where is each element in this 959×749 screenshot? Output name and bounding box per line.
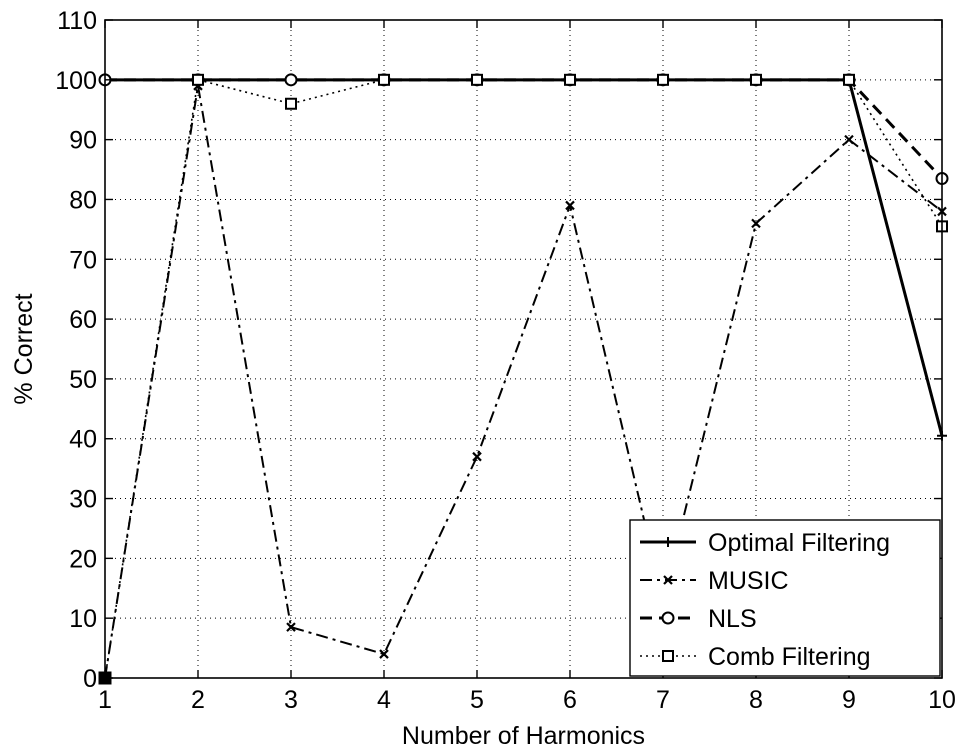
marker-stroke bbox=[472, 451, 482, 462]
legend-box bbox=[629, 519, 941, 677]
marker-stroke bbox=[751, 218, 761, 229]
data-point bbox=[286, 622, 296, 632]
data-point bbox=[378, 73, 390, 86]
y-tick-label: 90 bbox=[69, 127, 97, 155]
data-point bbox=[750, 73, 762, 86]
legend-marker bbox=[663, 537, 673, 547]
x-tick-label: 10 bbox=[928, 686, 956, 714]
data-point bbox=[472, 451, 482, 462]
y-tick-label: 20 bbox=[69, 545, 97, 573]
y-tick-label: 70 bbox=[69, 246, 97, 274]
data-point bbox=[564, 73, 576, 86]
marker-stroke bbox=[663, 575, 673, 585]
x-tick-label: 4 bbox=[377, 686, 391, 714]
y-tick-label: 0 bbox=[83, 665, 97, 693]
data-point bbox=[471, 73, 483, 86]
series-line bbox=[104, 79, 943, 679]
legend-marker bbox=[663, 575, 673, 585]
series-comb-filtering bbox=[98, 73, 948, 685]
legend-marker bbox=[661, 611, 675, 625]
data-point bbox=[379, 649, 389, 659]
y-tick-label: 110 bbox=[57, 7, 97, 35]
x-tick-label: 6 bbox=[563, 686, 577, 714]
y-tick-labels: 0 10 20 30 40 50 60 70 80 90 100 110 bbox=[55, 7, 97, 693]
data-point bbox=[285, 97, 297, 110]
legend-label: Comb Filtering bbox=[708, 643, 871, 671]
x-axis-label: Number of Harmonics bbox=[402, 722, 645, 749]
data-point bbox=[284, 73, 298, 87]
y-tick-label: 100 bbox=[55, 67, 97, 95]
legend-label: NLS bbox=[708, 605, 757, 633]
legend-label: MUSIC bbox=[708, 567, 789, 595]
marker-stroke bbox=[286, 622, 296, 632]
data-point bbox=[565, 200, 575, 211]
y-tick-label: 50 bbox=[69, 366, 97, 394]
y-axis-label: % Correct bbox=[10, 293, 38, 404]
data-point bbox=[192, 73, 204, 86]
data-point bbox=[844, 134, 854, 145]
x-tick-label: 3 bbox=[284, 686, 298, 714]
data-point bbox=[657, 73, 669, 86]
marker-stroke bbox=[844, 134, 854, 145]
x-tick-label: 8 bbox=[749, 686, 763, 714]
y-tick-label: 40 bbox=[69, 426, 97, 454]
x-tick-label: 5 bbox=[470, 686, 484, 714]
y-tick-label: 60 bbox=[69, 306, 97, 334]
data-point bbox=[751, 218, 761, 229]
marker-stroke bbox=[565, 200, 575, 211]
plot-frame bbox=[104, 19, 943, 679]
y-tick-label: 30 bbox=[69, 486, 97, 514]
data-point bbox=[843, 73, 855, 86]
marker-stroke bbox=[379, 649, 389, 659]
y-tick-label: 80 bbox=[69, 186, 97, 214]
x-tick-label: 1 bbox=[98, 686, 112, 714]
legend: Optimal Filtering MUSIC NLS Comb Filtering bbox=[629, 519, 941, 677]
x-tick-label: 7 bbox=[656, 686, 670, 714]
x-tick-label: 9 bbox=[842, 686, 856, 714]
x-tick-labels: 1 2 3 4 5 6 7 8 9 10 bbox=[98, 686, 956, 714]
legend-label: Optimal Filtering bbox=[708, 529, 890, 557]
x-tick-label: 2 bbox=[191, 686, 205, 714]
legend-marker bbox=[662, 650, 674, 662]
y-tick-label: 10 bbox=[69, 605, 97, 633]
